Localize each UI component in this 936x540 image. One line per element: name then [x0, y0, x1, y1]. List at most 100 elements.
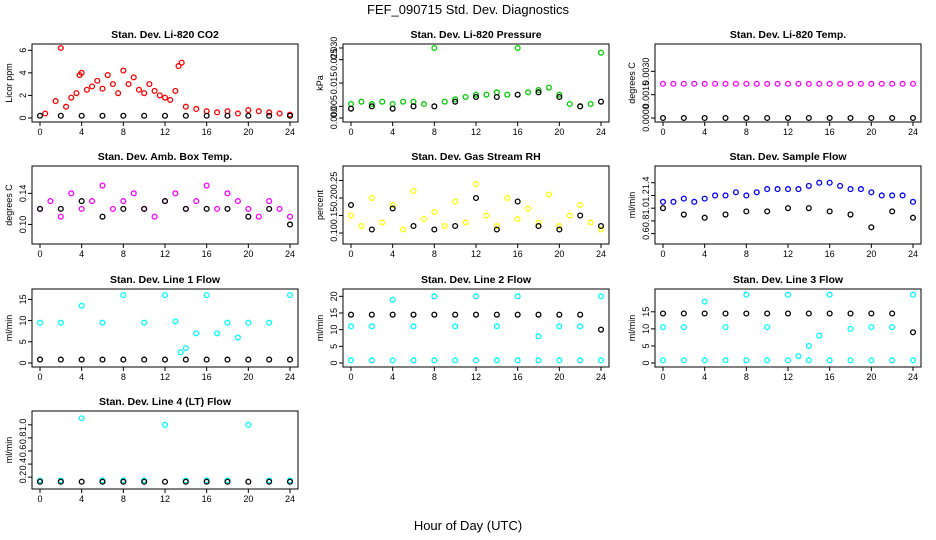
data-point [452, 222, 459, 230]
data-point [410, 311, 417, 318]
data-point [452, 98, 459, 105]
y-tick-label: 1.4 [641, 176, 651, 189]
y-tick-label: 0.20 [329, 189, 339, 207]
data-point [245, 319, 252, 326]
x-tick-label: 16 [825, 249, 835, 259]
data-point [389, 311, 396, 318]
panel-title: Stan. Dev. Line 1 Flow [110, 274, 221, 286]
x-tick-label: 20 [866, 372, 876, 382]
panel-title: Stan. Dev. Li-820 CO2 [111, 29, 219, 41]
data-point [156, 92, 163, 99]
data-point [57, 356, 64, 363]
y-tick-label: 0.15 [329, 207, 339, 225]
data-point [535, 311, 542, 318]
data-point [431, 311, 438, 318]
data-point [167, 96, 174, 103]
figure-title: FEF_090715 Std. Dev. Diagnostics [367, 2, 570, 17]
data-point [701, 195, 708, 202]
y-tick-label: 0 [18, 360, 28, 365]
data-point [889, 324, 896, 331]
data-point [493, 226, 500, 233]
data-point [577, 201, 584, 209]
data-point [909, 214, 917, 221]
y-tick-label: 5 [18, 339, 28, 344]
data-point [816, 80, 823, 87]
data-point [847, 186, 854, 193]
data-point [909, 291, 917, 298]
data-point [878, 192, 885, 199]
data-point [837, 80, 844, 87]
data-point [743, 80, 750, 87]
data-point [701, 114, 708, 122]
data-point [78, 356, 85, 363]
data-point [245, 205, 252, 212]
data-point [255, 213, 262, 220]
data-point [347, 311, 355, 318]
data-point [659, 198, 667, 205]
x-tick-label: 16 [825, 372, 835, 382]
data-point [764, 114, 771, 122]
data-point [701, 80, 708, 87]
x-tick-label: 4 [390, 372, 395, 382]
plot-frame [31, 165, 299, 245]
x-tick-label: 8 [744, 249, 749, 259]
x-tick-label: 24 [908, 127, 918, 137]
data-point [670, 80, 677, 87]
data-point [805, 114, 812, 122]
data-point [795, 80, 802, 87]
data-point [42, 110, 49, 117]
x-tick-label: 4 [390, 127, 395, 137]
data-point [389, 205, 396, 212]
data-point [847, 325, 854, 332]
panel-7: Stan. Dev. Line 1 Flow 0 4 8 12 16 20 24 0 5 10 15 m… [4, 274, 299, 382]
panel-title: Stan. Dev. Line 2 Flow [421, 274, 532, 286]
data-point [193, 105, 200, 113]
data-point [899, 192, 906, 199]
x-tick-label: 4 [79, 249, 84, 259]
data-point [73, 90, 80, 97]
data-point [78, 198, 85, 205]
x-tick-label: 0 [348, 372, 353, 382]
data-point [214, 330, 221, 337]
panel-8: Stan. Dev. Line 2 Flow 0 4 8 12 16 20 24 0 5 10 15 2… [315, 274, 610, 382]
data-point [120, 478, 127, 485]
x-tick-label: 4 [702, 127, 707, 137]
y-tick-label: 0.015 [329, 72, 339, 95]
data-point [276, 110, 283, 117]
data-point [410, 323, 417, 330]
data-point [691, 80, 698, 87]
x-tick-label: 8 [432, 249, 437, 259]
data-point [245, 107, 252, 114]
data-point [525, 205, 532, 212]
data-point [182, 205, 189, 212]
data-point [826, 179, 833, 186]
y-tick-label: 4 [18, 70, 28, 75]
x-tick-label: 4 [79, 127, 84, 137]
data-point [266, 319, 273, 326]
data-point [410, 187, 417, 195]
plot-frame [654, 165, 922, 245]
data-point [78, 415, 85, 422]
data-point [847, 114, 854, 122]
data-point [722, 114, 729, 122]
data-point [659, 324, 667, 331]
x-tick-label: 24 [908, 372, 918, 382]
data-point [57, 112, 64, 119]
data-point [535, 333, 542, 340]
x-tick-label: 8 [121, 249, 126, 259]
data-point [784, 114, 792, 122]
panel-title: Stan. Dev. Amb. Box Temp. [98, 151, 233, 163]
panel-9: Stan. Dev. Line 3 Flow 0 4 8 12 16 20 24 0 5 10 15 m… [627, 274, 922, 382]
data-point [83, 86, 90, 93]
data-point [141, 319, 148, 326]
data-point [805, 205, 812, 212]
panel-title: Stan. Dev. Li-820 Pressure [410, 29, 541, 41]
data-point [857, 80, 864, 87]
data-point [701, 357, 708, 364]
series-2 [347, 357, 605, 364]
x-tick-label: 16 [513, 249, 523, 259]
data-point [36, 205, 44, 212]
x-tick-label: 12 [471, 372, 481, 382]
y-axis-label: ml/min [315, 315, 325, 342]
